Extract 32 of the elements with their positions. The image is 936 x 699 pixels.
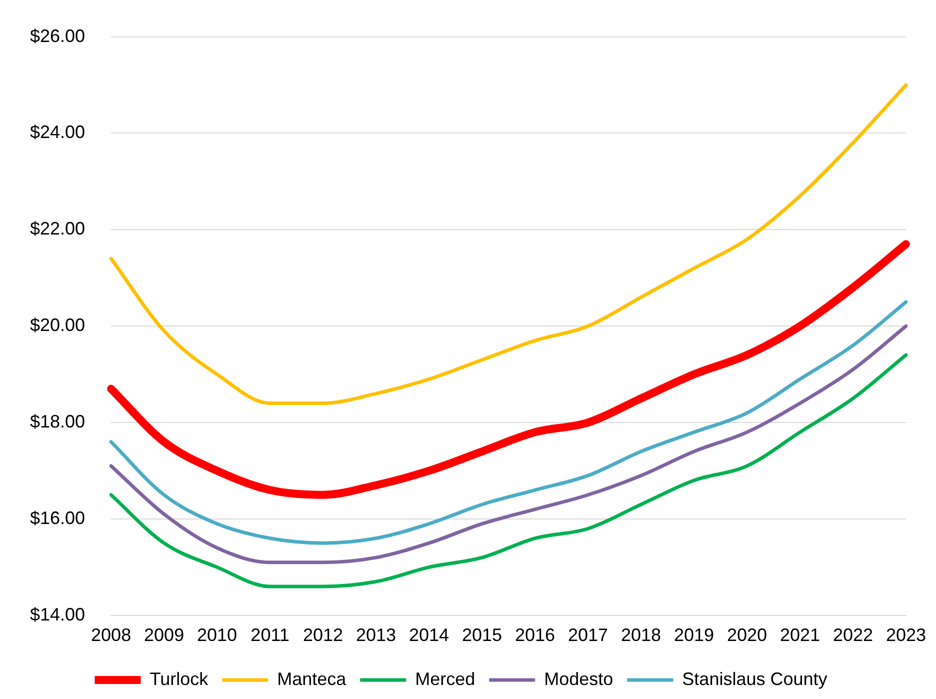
x-tick-label: 2010 xyxy=(197,625,238,646)
line-series xyxy=(109,300,908,545)
x-tick-label: 2019 xyxy=(674,625,714,646)
x-tick-label: 2015 xyxy=(462,625,502,646)
legend-label: Modesto xyxy=(544,668,614,689)
x-tick-label: 2021 xyxy=(780,625,820,646)
y-tick-label: $24.00 xyxy=(30,122,86,142)
line-series xyxy=(109,353,908,588)
line-series xyxy=(109,83,908,405)
x-tick-label: 2008 xyxy=(91,625,132,646)
x-tick-label: 2012 xyxy=(303,625,344,646)
x-tick-label: 2022 xyxy=(832,625,874,646)
legend-label: Manteca xyxy=(277,668,348,689)
x-tick-label: 2018 xyxy=(620,625,662,646)
x-tick-label: 2020 xyxy=(726,625,768,646)
x-tick-label: 2017 xyxy=(568,625,608,646)
legend-label: Stanislaus County xyxy=(682,668,828,689)
y-tick-label: $16.00 xyxy=(30,508,86,528)
x-tick-label: 2011 xyxy=(250,625,290,646)
x-tick-label: 2016 xyxy=(514,625,556,646)
x-tick-label: 2009 xyxy=(144,625,184,646)
y-tick-label: $26.00 xyxy=(30,26,86,46)
y-tick-label: $18.00 xyxy=(30,412,86,432)
x-tick-label: 2014 xyxy=(409,625,450,646)
y-tick-label: $20.00 xyxy=(30,315,86,336)
y-tick-label: $22.00 xyxy=(30,218,86,239)
x-tick-label: 2013 xyxy=(356,625,396,646)
line-series xyxy=(109,324,908,564)
legend-label: Merced xyxy=(415,668,476,689)
legend-label: Turlock xyxy=(150,668,210,689)
x-tick-label: 2023 xyxy=(886,625,926,646)
y-tick-label: $14.00 xyxy=(30,604,86,624)
